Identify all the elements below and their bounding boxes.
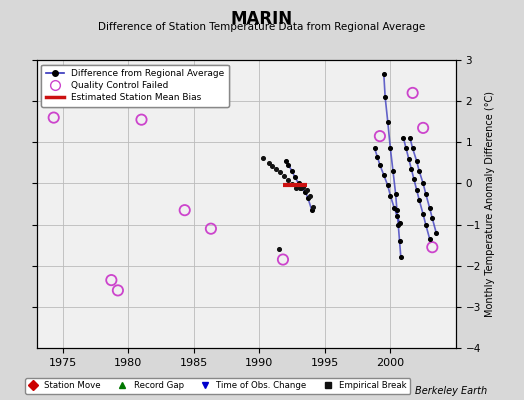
Point [294, 180, 303, 187]
Point [301, 188, 309, 195]
Point [386, 192, 395, 199]
Point [390, 205, 399, 211]
Point [370, 145, 379, 152]
Point [409, 90, 417, 96]
Point [428, 244, 436, 250]
Point [297, 184, 305, 191]
Point [421, 221, 430, 228]
Point [380, 71, 388, 78]
Point [275, 246, 283, 252]
Point [272, 166, 280, 172]
Point [264, 160, 272, 166]
Point [288, 168, 297, 174]
Point [107, 277, 116, 283]
Point [376, 133, 384, 139]
Point [394, 221, 402, 228]
Point [290, 174, 299, 180]
Point [432, 230, 440, 236]
Point [279, 256, 287, 263]
Legend: Station Move, Record Gap, Time of Obs. Change, Empirical Break: Station Move, Record Gap, Time of Obs. C… [25, 378, 410, 394]
Point [393, 212, 401, 219]
Point [421, 190, 430, 197]
Legend: Difference from Regional Average, Quality Control Failed, Estimated Station Mean: Difference from Regional Average, Qualit… [41, 64, 229, 107]
Point [405, 156, 413, 162]
Point [402, 145, 410, 152]
Point [384, 118, 392, 125]
Point [397, 254, 405, 261]
Point [425, 236, 434, 242]
Point [373, 154, 381, 160]
Point [259, 155, 268, 161]
Point [284, 162, 292, 168]
Point [308, 207, 316, 213]
Point [407, 166, 416, 172]
Text: MARIN: MARIN [231, 10, 293, 28]
Point [307, 192, 315, 199]
Text: Difference of Station Temperature Data from Regional Average: Difference of Station Temperature Data f… [99, 22, 425, 32]
Point [304, 195, 312, 201]
Point [206, 226, 215, 232]
Point [280, 173, 289, 179]
Point [391, 190, 400, 197]
Point [410, 176, 418, 182]
Point [389, 168, 397, 174]
Point [381, 94, 389, 100]
Point [292, 185, 300, 192]
Point [412, 158, 421, 164]
Point [137, 116, 146, 123]
Point [419, 180, 428, 187]
Point [380, 172, 388, 178]
Point [425, 205, 434, 211]
Point [384, 182, 392, 189]
Point [399, 135, 408, 141]
Point [395, 238, 403, 244]
Point [302, 186, 311, 193]
Point [49, 114, 58, 121]
Point [114, 287, 122, 294]
Point [415, 197, 423, 203]
Point [428, 215, 436, 222]
Text: Berkeley Earth: Berkeley Earth [415, 386, 487, 396]
Point [281, 158, 290, 164]
Point [376, 162, 384, 168]
Point [180, 207, 189, 213]
Point [386, 145, 395, 152]
Point [284, 177, 292, 183]
Point [406, 135, 414, 141]
Point [409, 145, 417, 152]
Point [415, 168, 423, 174]
Point [276, 169, 285, 176]
Y-axis label: Monthly Temperature Anomaly Difference (°C): Monthly Temperature Anomaly Difference (… [485, 91, 495, 317]
Point [412, 186, 421, 193]
Point [419, 125, 428, 131]
Point [393, 207, 401, 213]
Point [268, 163, 277, 169]
Point [395, 219, 403, 226]
Point [296, 184, 304, 191]
Point [419, 211, 428, 218]
Point [299, 184, 307, 190]
Point [309, 204, 318, 210]
Point [288, 181, 297, 188]
